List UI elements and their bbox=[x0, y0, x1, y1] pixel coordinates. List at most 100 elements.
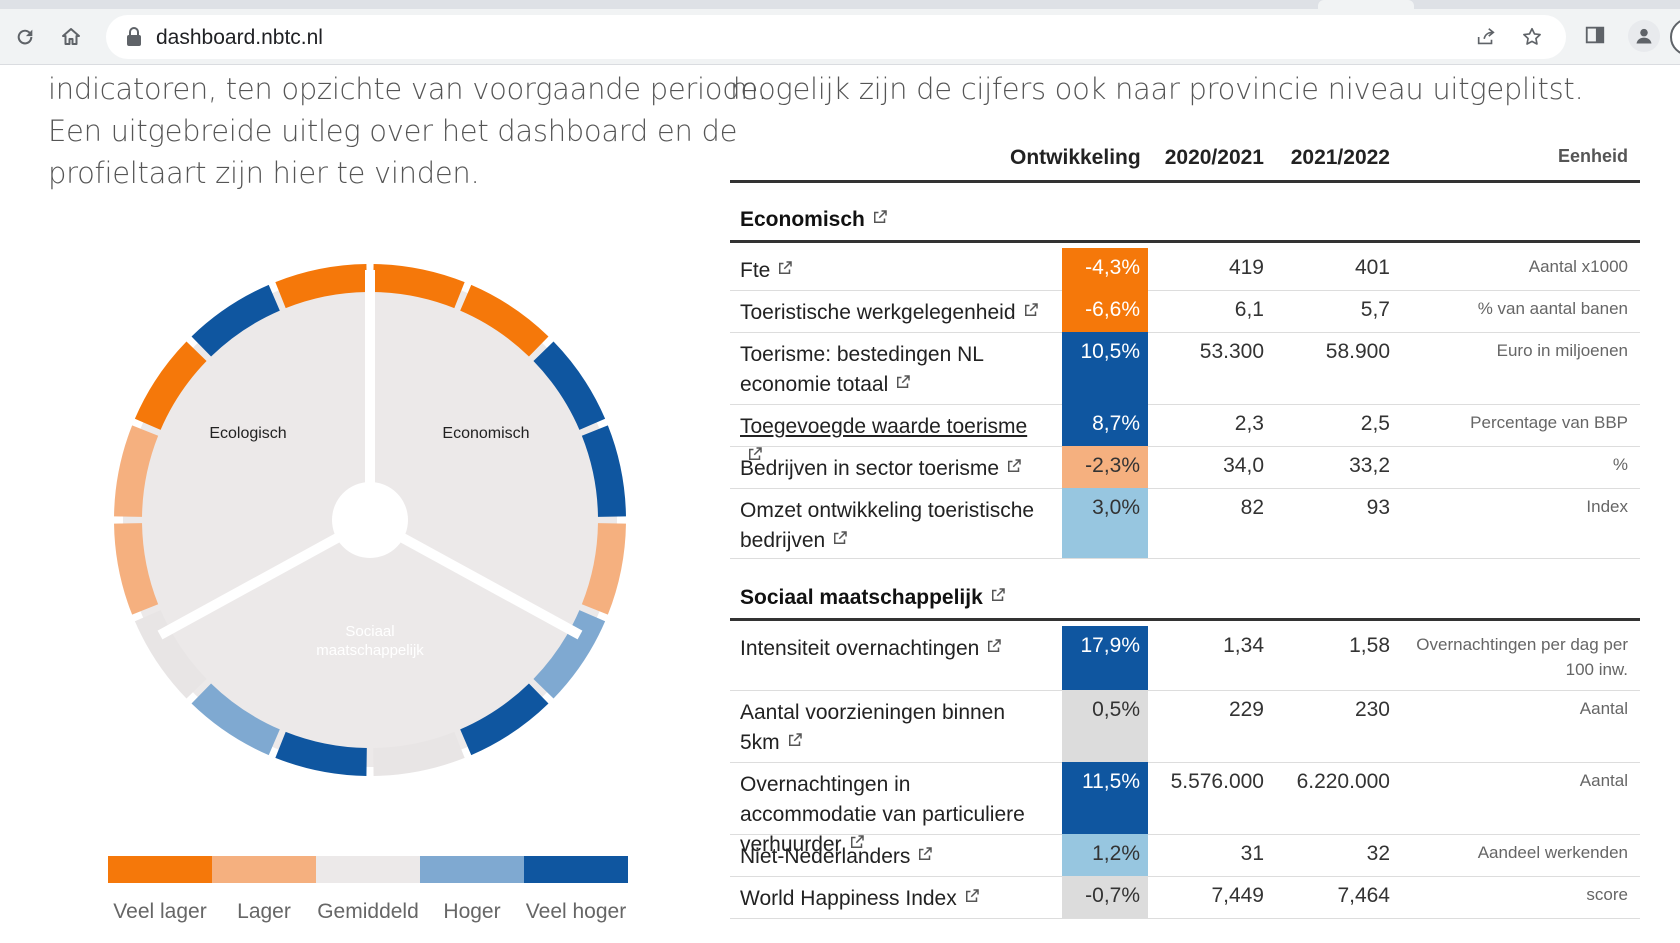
intro-text: indicatoren, ten opzichte van voorgaande… bbox=[48, 68, 767, 194]
donut-segment[interactable] bbox=[275, 264, 367, 309]
table-row: Aantal voorzieningen binnen 5km 0,5% 229 23… bbox=[730, 690, 1640, 763]
external-link-icon[interactable] bbox=[916, 842, 934, 872]
section-title-text[interactable]: Economisch bbox=[740, 208, 889, 232]
external-link-icon[interactable] bbox=[1005, 454, 1023, 484]
indicator-label-text[interactable]: Omzet ontwikkeling toeristische bedrijve… bbox=[740, 499, 1035, 552]
development-cell: 10,5% bbox=[1062, 332, 1148, 404]
label-maatschappelijk[interactable]: maatschappelijk bbox=[316, 642, 424, 659]
table-row: Toerisme: bestedingen NL economie totaal… bbox=[730, 332, 1640, 405]
donut-segment[interactable] bbox=[460, 284, 549, 357]
donut-segment[interactable] bbox=[581, 425, 626, 517]
section-title[interactable]: Sociaal maatschappelijk bbox=[730, 578, 1640, 621]
indicator-label-text[interactable]: Toeristische werkgelegenheid bbox=[740, 301, 1016, 324]
value-2020-2021: 34,0 bbox=[1223, 454, 1264, 477]
indicator-label[interactable]: Toegevoegde waarde toerisme bbox=[740, 412, 1050, 472]
profile-donut-chart[interactable]: Ecologisch Economisch Sociaal maatschapp… bbox=[90, 240, 650, 800]
external-link-icon[interactable] bbox=[985, 634, 1003, 664]
bookmark-star-icon[interactable] bbox=[1518, 23, 1546, 51]
development-cell: 0,5% bbox=[1062, 690, 1148, 762]
indicator-label[interactable]: Intensiteit overnachtingen bbox=[740, 634, 1050, 664]
indicator-label-text[interactable]: Overnachtingen in accommodatie van parti… bbox=[740, 773, 1025, 856]
value-2020-2021: 419 bbox=[1228, 256, 1264, 279]
indicator-label-text[interactable]: Aantal voorzieningen binnen 5km bbox=[740, 701, 1006, 754]
external-link-icon[interactable] bbox=[776, 256, 794, 286]
development-cell: 3,0% bbox=[1062, 488, 1148, 558]
browser-chrome: dashboard.nbtc.nl bbox=[0, 0, 1680, 65]
donut-segment[interactable] bbox=[533, 341, 606, 430]
legend-label: Gemiddeld bbox=[317, 900, 419, 923]
legend-swatch bbox=[524, 856, 628, 883]
donut-segment[interactable] bbox=[373, 731, 465, 776]
indicator-label[interactable]: Omzet ontwikkeling toeristische bedrijve… bbox=[740, 496, 1050, 556]
donut-segment[interactable] bbox=[460, 683, 549, 756]
value-2020-2021: 53.300 bbox=[1199, 340, 1264, 363]
value-2020-2021: 6,1 bbox=[1234, 298, 1264, 321]
external-link-icon[interactable] bbox=[1022, 298, 1040, 328]
indicator-label-text[interactable]: Fte bbox=[740, 259, 771, 282]
value-2020-2021: 229 bbox=[1228, 698, 1264, 721]
external-link-icon[interactable] bbox=[963, 884, 981, 914]
unit-cell: % van aantal banen bbox=[1477, 299, 1628, 318]
home-icon[interactable] bbox=[54, 20, 88, 54]
donut-segment[interactable] bbox=[275, 731, 367, 776]
legend-swatch bbox=[316, 856, 420, 883]
lock-icon[interactable] bbox=[126, 27, 142, 52]
unit-cell: Aantal bbox=[1579, 699, 1628, 718]
address-bar[interactable]: dashboard.nbtc.nl bbox=[106, 15, 1566, 59]
donut-segment[interactable] bbox=[191, 683, 280, 756]
indicator-label[interactable]: Toeristische werkgelegenheid bbox=[740, 298, 1050, 328]
url-text[interactable]: dashboard.nbtc.nl bbox=[156, 26, 323, 49]
external-link-icon[interactable] bbox=[746, 442, 764, 472]
donut-segment[interactable] bbox=[134, 341, 207, 430]
donut-segment[interactable] bbox=[191, 284, 280, 357]
donut-segment[interactable] bbox=[114, 425, 159, 517]
reload-icon[interactable] bbox=[8, 20, 42, 54]
profile-avatar-icon[interactable] bbox=[1628, 20, 1660, 52]
section-title[interactable]: Economisch bbox=[730, 200, 1640, 243]
indicator-label-text[interactable]: World Happiness Index bbox=[740, 887, 957, 910]
external-link-icon[interactable] bbox=[831, 526, 849, 556]
indicator-label-text[interactable]: Bedrijven in sector toerisme bbox=[740, 457, 1000, 480]
donut-segment[interactable] bbox=[114, 523, 159, 615]
indicator-label[interactable]: Toerisme: bestedingen NL economie totaal bbox=[740, 340, 1050, 400]
value-2020-2021: 82 bbox=[1240, 496, 1264, 519]
donut-segment[interactable] bbox=[581, 523, 626, 615]
label-economisch[interactable]: Economisch bbox=[442, 425, 529, 442]
section-title-text[interactable]: Sociaal maatschappelijk bbox=[740, 586, 1007, 610]
indicator-label[interactable]: World Happiness Index bbox=[740, 884, 1050, 914]
indicator-label[interactable]: Niet-Nederlanders bbox=[740, 842, 1050, 872]
external-link-icon[interactable] bbox=[786, 728, 804, 758]
label-ecologisch[interactable]: Ecologisch bbox=[209, 425, 286, 442]
donut-segment[interactable] bbox=[533, 610, 606, 699]
unit-cell: Index bbox=[1586, 497, 1628, 516]
indicator-label-text[interactable]: Toegevoegde waarde toerisme bbox=[740, 415, 1028, 438]
label-sociaal[interactable]: Sociaal bbox=[345, 623, 394, 640]
header-year-1: 2020/2021 bbox=[1164, 146, 1264, 169]
external-link-icon[interactable] bbox=[894, 370, 912, 400]
external-link-icon[interactable] bbox=[848, 830, 866, 860]
external-link-icon[interactable] bbox=[989, 586, 1007, 610]
indicator-label[interactable]: Aantal voorzieningen binnen 5km bbox=[740, 698, 1050, 758]
unit-cell: Overnachtingen per dag per 100 inw. bbox=[1416, 635, 1628, 679]
share-icon[interactable] bbox=[1472, 23, 1500, 51]
indicator-label-text[interactable]: Niet-Nederlanders bbox=[740, 845, 911, 868]
active-tab[interactable] bbox=[1318, 0, 1414, 9]
indicator-label-text[interactable]: Toerisme: bestedingen NL economie totaal bbox=[740, 343, 984, 396]
table-row: Overnachtingen in accommodatie van parti… bbox=[730, 762, 1640, 856]
indicator-label[interactable]: Bedrijven in sector toerisme bbox=[740, 454, 1050, 484]
indicator-label-text[interactable]: Intensiteit overnachtingen bbox=[740, 637, 980, 660]
menu-icon[interactable] bbox=[1670, 18, 1680, 56]
development-cell: 17,9% bbox=[1062, 626, 1148, 690]
donut-segment[interactable] bbox=[373, 264, 465, 309]
header-year-2: 2021/2022 bbox=[1290, 146, 1390, 169]
external-link-icon[interactable] bbox=[871, 208, 889, 232]
indicator-label[interactable]: Fte bbox=[740, 256, 1050, 286]
development-cell: -4,3% bbox=[1062, 248, 1148, 290]
indicator-label[interactable]: Overnachtingen in accommodatie van parti… bbox=[740, 770, 1050, 860]
value-2020-2021: 2,3 bbox=[1234, 412, 1264, 435]
unit-cell: Percentage van BBP bbox=[1470, 413, 1628, 432]
value-2020-2021: 31 bbox=[1240, 842, 1264, 865]
donut-segment[interactable] bbox=[134, 610, 207, 699]
value-2020-2021: 5.576.000 bbox=[1170, 770, 1264, 793]
side-panel-icon[interactable] bbox=[1580, 20, 1610, 50]
